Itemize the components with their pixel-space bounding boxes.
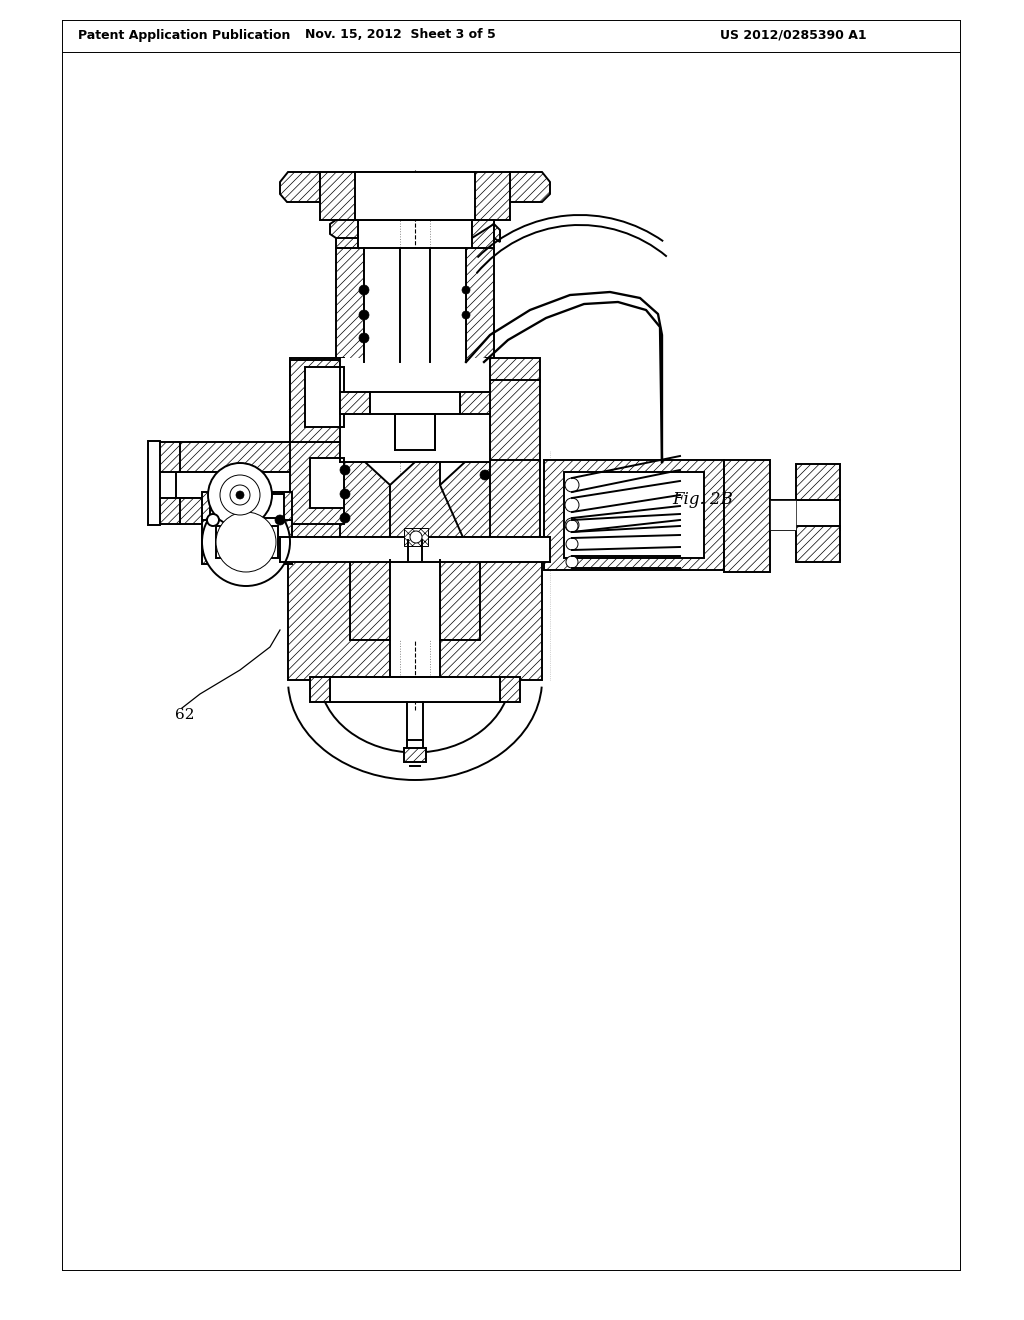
Circle shape (566, 539, 578, 550)
Bar (176, 473, 296, 498)
Bar (544, 459, 724, 570)
Polygon shape (472, 220, 494, 248)
Circle shape (275, 515, 285, 525)
Text: Patent Application Publication: Patent Application Publication (78, 29, 291, 41)
Bar (770, 500, 796, 531)
Bar (390, 560, 440, 640)
Circle shape (565, 517, 579, 532)
Circle shape (207, 513, 219, 525)
Polygon shape (390, 462, 465, 543)
Bar (305, 367, 344, 426)
Bar (202, 520, 292, 564)
Bar (404, 748, 426, 762)
Bar (336, 248, 364, 362)
Polygon shape (440, 560, 542, 680)
Bar (148, 441, 160, 525)
Polygon shape (440, 462, 490, 543)
Circle shape (359, 333, 369, 343)
Circle shape (340, 513, 350, 523)
Bar (355, 172, 475, 220)
Bar (485, 459, 540, 543)
Bar (155, 442, 180, 473)
Bar (796, 525, 840, 562)
Bar (564, 473, 705, 558)
Circle shape (216, 512, 276, 572)
Bar (155, 498, 180, 524)
Bar (364, 248, 466, 362)
Bar (250, 537, 580, 562)
Circle shape (566, 520, 578, 532)
Bar (724, 459, 770, 572)
Bar (490, 380, 540, 462)
Bar (310, 677, 520, 702)
Circle shape (462, 286, 470, 294)
Bar (340, 392, 370, 414)
Bar (176, 469, 296, 498)
Polygon shape (340, 462, 390, 543)
Bar (216, 525, 278, 558)
Bar (290, 459, 345, 543)
Bar (176, 442, 296, 473)
Circle shape (230, 484, 250, 506)
Bar (210, 494, 284, 517)
Polygon shape (288, 560, 390, 680)
Text: 62: 62 (175, 708, 195, 722)
Bar (290, 358, 344, 381)
Text: US 2012/0285390 A1: US 2012/0285390 A1 (720, 29, 866, 41)
Bar (350, 560, 390, 640)
Bar (370, 392, 460, 414)
Polygon shape (319, 172, 510, 220)
Polygon shape (336, 220, 358, 248)
Bar (330, 677, 500, 702)
Circle shape (202, 498, 290, 586)
Bar (290, 380, 340, 462)
Bar (290, 442, 344, 524)
Polygon shape (510, 172, 550, 202)
Bar (202, 492, 292, 520)
Polygon shape (472, 220, 500, 242)
Bar (796, 465, 840, 500)
Bar (310, 458, 344, 508)
Bar (440, 560, 480, 640)
Bar (404, 528, 428, 546)
Circle shape (410, 531, 422, 543)
Polygon shape (330, 220, 358, 238)
Circle shape (566, 556, 578, 568)
Bar (460, 392, 490, 414)
Bar (280, 537, 550, 562)
Bar (466, 248, 494, 362)
Circle shape (565, 478, 579, 492)
Circle shape (462, 312, 470, 319)
Bar (486, 358, 540, 381)
Circle shape (236, 491, 244, 499)
Bar (290, 360, 344, 442)
Bar (176, 498, 296, 524)
Bar (395, 414, 435, 450)
Circle shape (208, 463, 272, 527)
Polygon shape (280, 172, 319, 202)
Text: Fig. 2B: Fig. 2B (672, 491, 733, 508)
Circle shape (359, 285, 369, 294)
Circle shape (565, 498, 579, 512)
Text: Nov. 15, 2012  Sheet 3 of 5: Nov. 15, 2012 Sheet 3 of 5 (304, 29, 496, 41)
Bar (340, 358, 490, 462)
Circle shape (220, 475, 260, 515)
Circle shape (359, 310, 369, 319)
Circle shape (480, 470, 490, 480)
Circle shape (340, 488, 350, 499)
Circle shape (340, 465, 350, 475)
Bar (770, 500, 840, 531)
